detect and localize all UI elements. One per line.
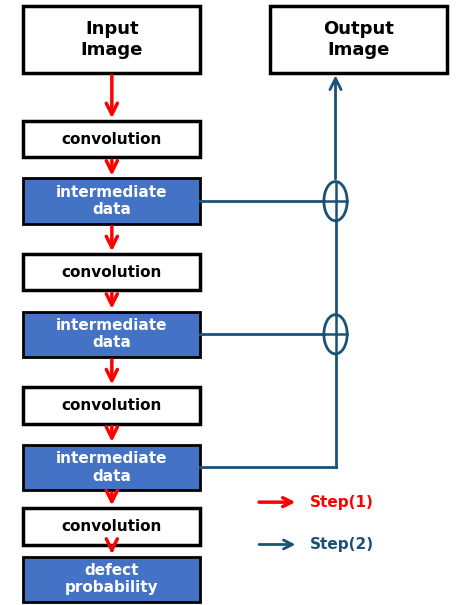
FancyBboxPatch shape bbox=[23, 387, 200, 423]
Text: Output
Image: Output Image bbox=[323, 20, 394, 59]
Text: Step(1): Step(1) bbox=[310, 495, 374, 509]
Text: convolution: convolution bbox=[62, 519, 162, 534]
Text: convolution: convolution bbox=[62, 398, 162, 413]
FancyBboxPatch shape bbox=[23, 445, 200, 490]
Text: defect
probability: defect probability bbox=[65, 563, 158, 595]
FancyBboxPatch shape bbox=[23, 508, 200, 544]
Text: intermediate
data: intermediate data bbox=[56, 451, 168, 483]
Text: convolution: convolution bbox=[62, 265, 162, 280]
FancyBboxPatch shape bbox=[23, 121, 200, 157]
Text: Input
Image: Input Image bbox=[81, 20, 143, 59]
FancyBboxPatch shape bbox=[23, 557, 200, 602]
Text: intermediate
data: intermediate data bbox=[56, 318, 168, 350]
FancyBboxPatch shape bbox=[23, 6, 200, 73]
Text: convolution: convolution bbox=[62, 132, 162, 146]
Text: intermediate
data: intermediate data bbox=[56, 185, 168, 217]
FancyBboxPatch shape bbox=[270, 6, 447, 73]
FancyBboxPatch shape bbox=[23, 254, 200, 290]
FancyBboxPatch shape bbox=[23, 312, 200, 357]
FancyBboxPatch shape bbox=[23, 178, 200, 224]
Text: Step(2): Step(2) bbox=[310, 537, 374, 552]
